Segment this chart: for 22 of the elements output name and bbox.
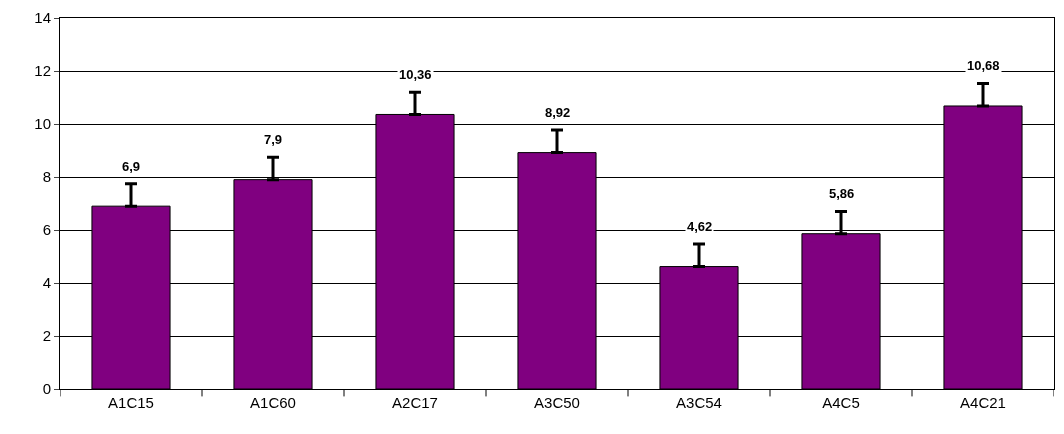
data-label: 4,62 [687,219,713,234]
data-label: 8,92 [545,105,571,120]
data-label: 6,9 [122,159,141,174]
y-tick-label: 10 [34,115,51,133]
y-tick-label: 12 [34,62,51,80]
data-label: 7,9 [264,132,283,147]
y-tick-label: 8 [42,168,51,186]
x-tick-label: A4C21 [960,394,1006,411]
y-tick-label: 14 [34,9,51,27]
data-label: 10,36 [399,67,432,82]
data-label: 10,68 [967,58,1000,73]
data-label: 5,86 [829,186,855,201]
y-tick-label: 2 [42,327,51,345]
x-tick-label: A3C50 [534,394,580,411]
y-tick-label: 6 [42,221,51,239]
y-tick-label: 4 [42,274,51,292]
x-tick-label: A1C60 [250,394,296,411]
x-tick-label: A4C5 [822,394,860,411]
y-tick-label: 0 [42,380,51,398]
x-tick-label: A2C17 [392,394,438,411]
x-tick-label: A3C54 [676,394,722,411]
x-tick-label: A1C15 [108,394,154,411]
